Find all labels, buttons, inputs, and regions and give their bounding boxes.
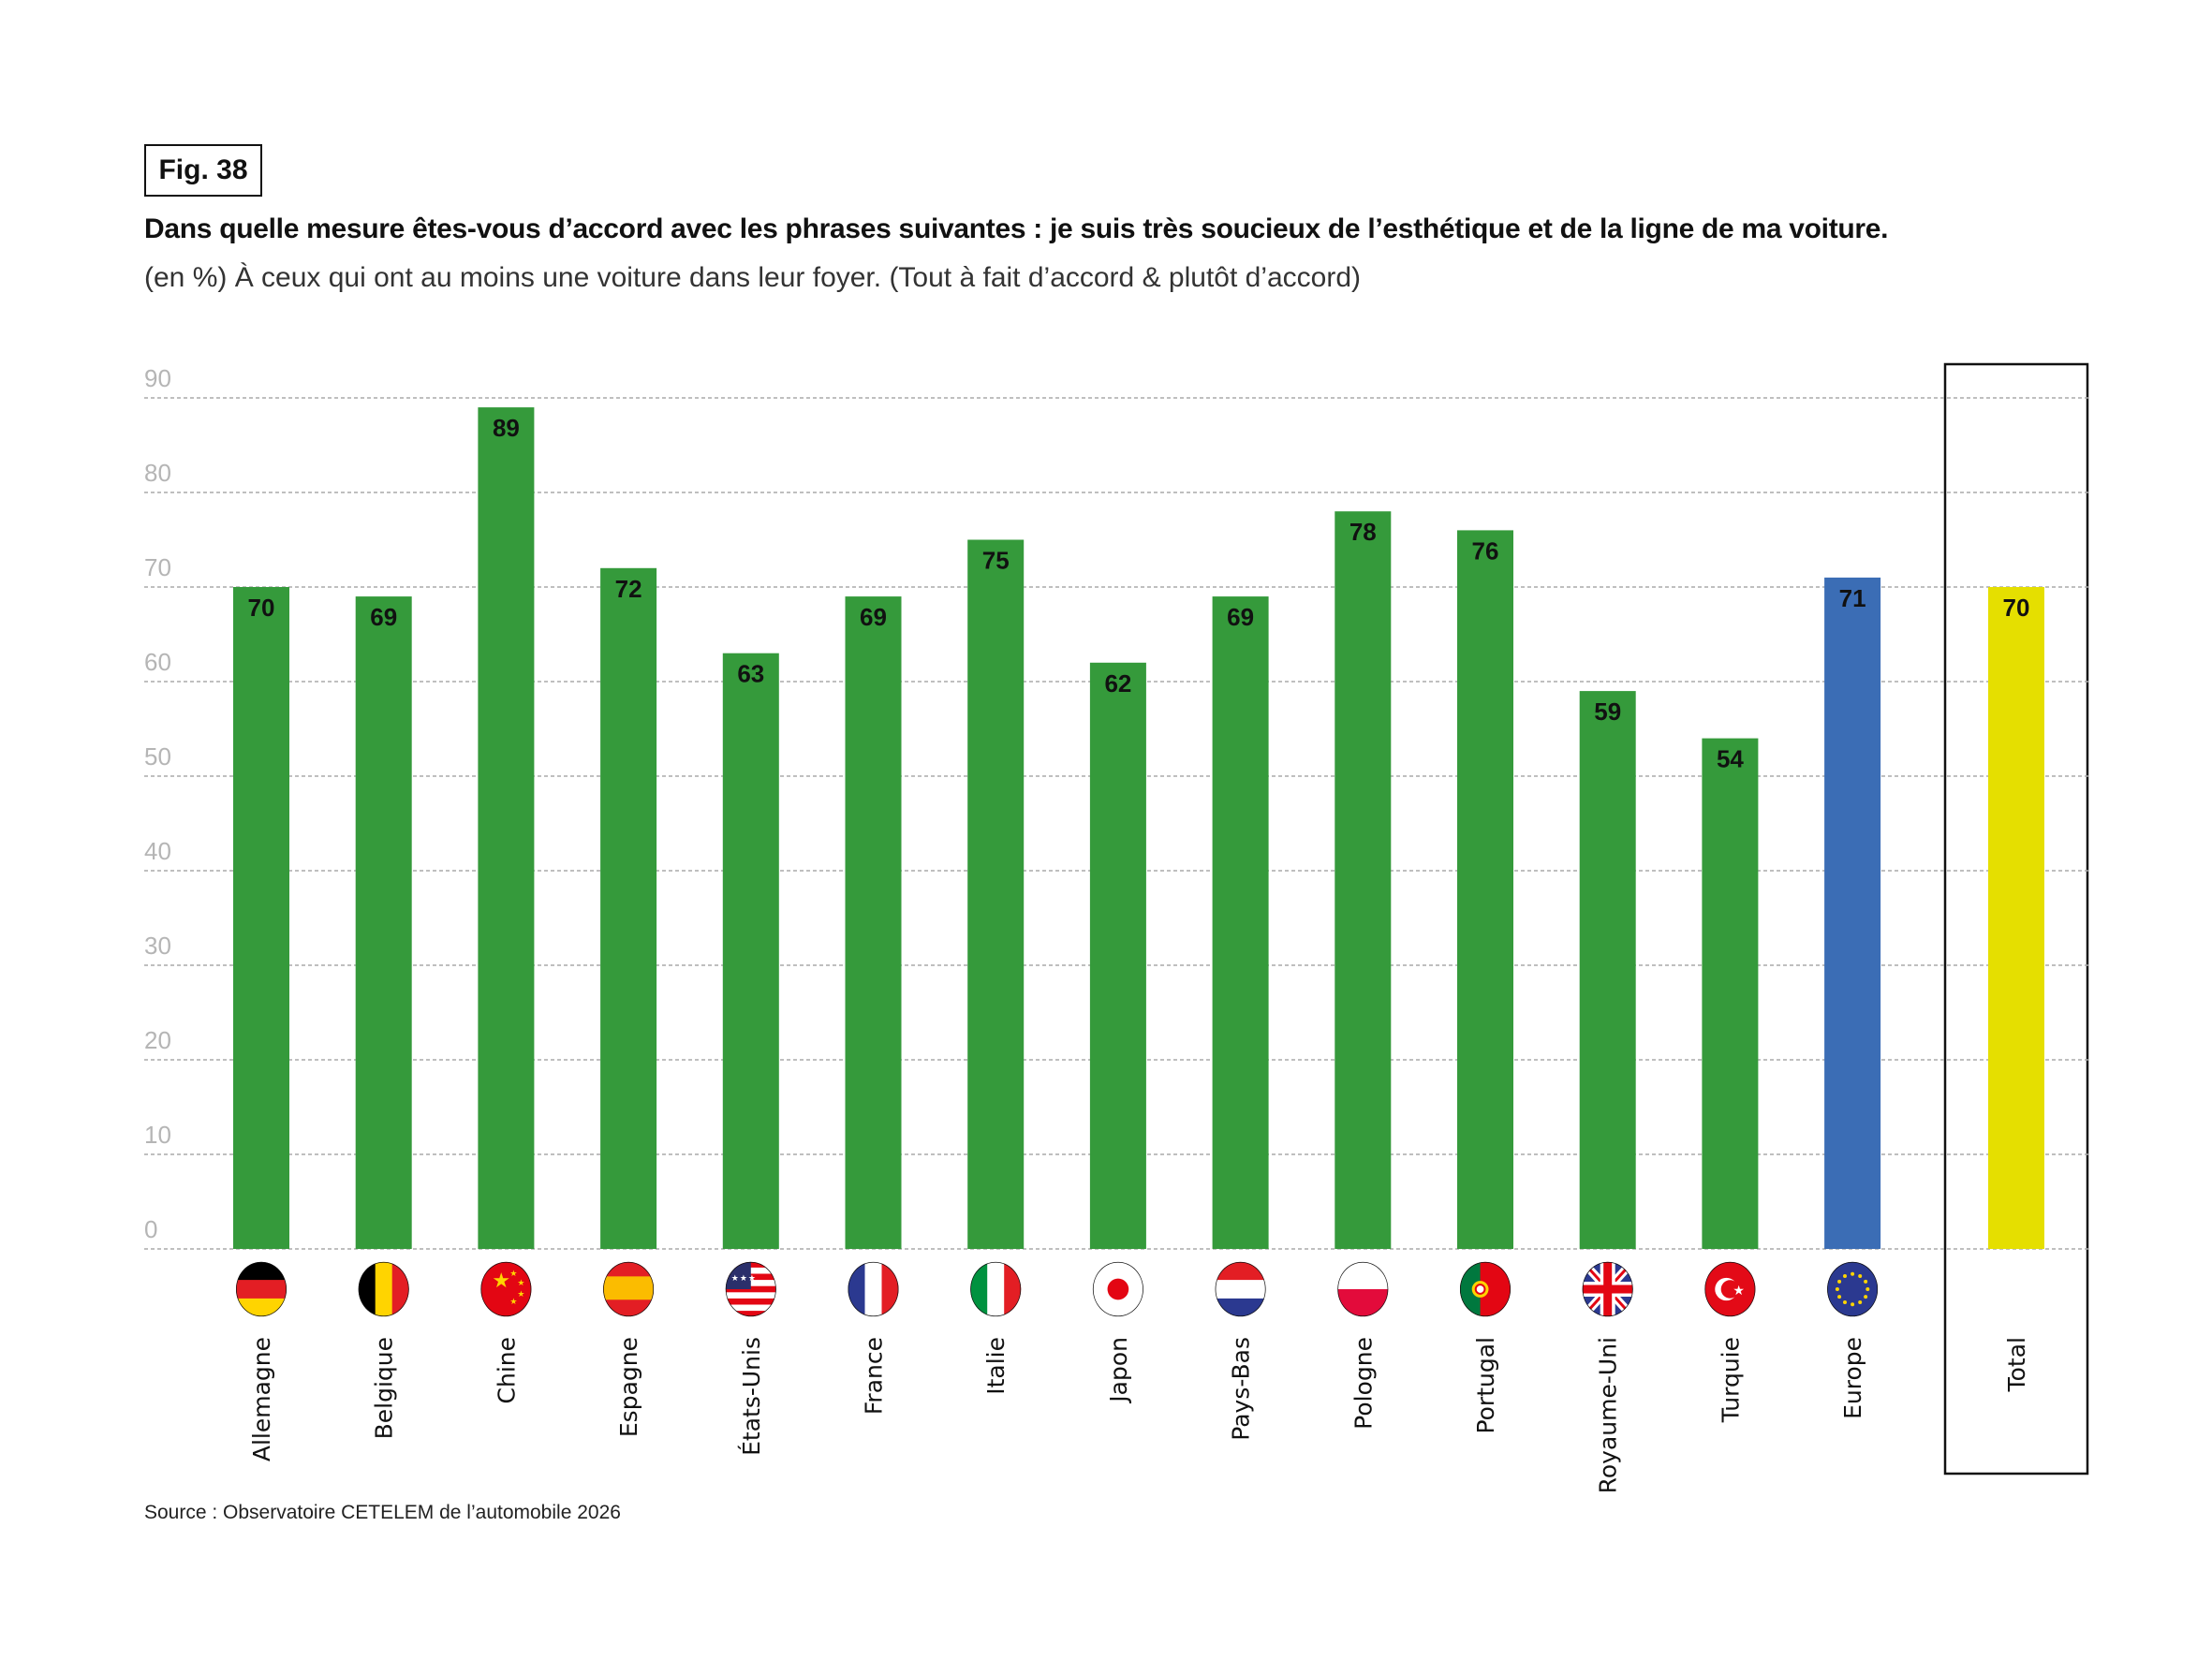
chart-subtitle: (en %) À ceux qui ont au moins une voitu… [144, 262, 1362, 293]
chart-title: Dans quelle mesure êtes-vous d’accord av… [144, 213, 1889, 244]
category-label: Pays-Bas [1228, 1337, 1255, 1441]
y-tick-label: 50 [144, 742, 171, 771]
y-tick-label: 80 [144, 459, 171, 487]
data-label: 59 [1594, 697, 1621, 726]
category-label: Belgique [371, 1337, 398, 1439]
svg-text:★: ★ [509, 1297, 517, 1306]
bar-italie [967, 539, 1025, 1249]
data-label: 70 [2003, 594, 2030, 622]
bar-france [845, 596, 902, 1249]
bar-belgique [355, 596, 412, 1249]
poland-flag-icon [1337, 1261, 1389, 1317]
category-label: Total [2003, 1337, 2030, 1392]
data-label: 75 [982, 547, 1010, 575]
category-label: Pologne [1349, 1337, 1377, 1430]
svg-text:★: ★ [517, 1289, 524, 1299]
total-highlight-box [1943, 362, 2089, 1475]
y-tick-label: 30 [144, 932, 171, 960]
bar-turquie [1702, 738, 1759, 1249]
svg-text:★: ★ [492, 1269, 510, 1292]
bar-royaumeuni [1579, 691, 1636, 1249]
germany-flag-icon [236, 1261, 287, 1317]
data-label: 54 [1717, 745, 1744, 773]
figure-label: Fig. 38 [144, 144, 262, 197]
y-tick-label: 90 [144, 364, 171, 392]
china-flag-icon: ★ ★★★★ [480, 1261, 532, 1317]
data-label: 70 [248, 594, 275, 622]
japan-flag-icon [1092, 1261, 1143, 1317]
category-label: Chine [493, 1337, 520, 1403]
svg-text:★★★: ★★★ [731, 1273, 757, 1283]
bar-paysbas [1212, 596, 1269, 1249]
italy-flag-icon [970, 1261, 1022, 1317]
data-label: 76 [1472, 536, 1499, 565]
category-label: France [861, 1337, 888, 1415]
svg-text:★: ★ [1733, 1283, 1745, 1298]
category-label: Japon [1105, 1337, 1132, 1404]
source-note: Source : Observatoire CETELEM de l’autom… [144, 1502, 621, 1523]
data-label: 62 [1104, 669, 1131, 697]
data-label: 71 [1839, 584, 1866, 612]
svg-text:★: ★ [517, 1278, 524, 1287]
france-flag-icon [848, 1261, 899, 1317]
data-label: 69 [860, 603, 887, 631]
category-label: Turquie [1717, 1337, 1744, 1423]
portugal-flag-icon [1460, 1261, 1511, 1317]
bar-allemagne [233, 587, 289, 1249]
bar-total [1988, 587, 2044, 1249]
bar-pologne [1335, 511, 1392, 1249]
y-tick-label: 10 [144, 1121, 171, 1149]
category-label: États-Unis [738, 1337, 765, 1456]
data-label: 78 [1349, 518, 1377, 546]
bar-chine [478, 407, 535, 1250]
bar-tatsunis [722, 653, 779, 1249]
y-tick-label: 70 [144, 553, 171, 581]
eu-flag-icon [1827, 1261, 1879, 1317]
category-label: Allemagne [248, 1337, 275, 1461]
bar-espagne [600, 567, 657, 1249]
uk-flag-icon [1582, 1261, 1633, 1317]
category-label: Italie [982, 1337, 1010, 1395]
usa-flag-icon: ★★★ [725, 1261, 776, 1317]
turkey-flag-icon: ★ [1704, 1261, 1756, 1317]
belgium-flag-icon [358, 1261, 409, 1317]
category-label: Europe [1839, 1337, 1866, 1419]
y-tick-label: 0 [144, 1215, 157, 1243]
bar-europe [1824, 577, 1881, 1249]
data-label: 89 [493, 414, 520, 442]
category-label: Royaume-Uni [1595, 1337, 1622, 1493]
data-label: 69 [1227, 603, 1254, 631]
category-label: Espagne [615, 1337, 642, 1437]
data-label: 63 [737, 660, 764, 688]
data-label: 69 [370, 603, 397, 631]
y-tick-label: 60 [144, 648, 171, 676]
category-label: Portugal [1472, 1337, 1499, 1434]
netherlands-flag-icon [1215, 1261, 1266, 1317]
bar-portugal [1457, 530, 1513, 1249]
y-tick-label: 20 [144, 1026, 171, 1054]
bar-japon [1089, 662, 1146, 1249]
data-label: 72 [615, 575, 642, 603]
svg-text:★: ★ [509, 1269, 517, 1278]
y-tick-label: 40 [144, 837, 171, 865]
spain-flag-icon [603, 1261, 655, 1317]
